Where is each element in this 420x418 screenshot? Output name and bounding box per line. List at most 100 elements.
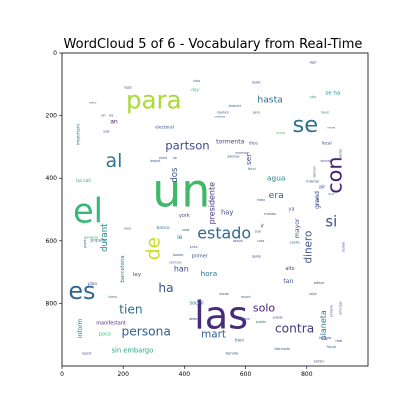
chart-title: WordCloud 5 of 6 - Vocabulary from Real-… <box>64 37 363 52</box>
word: le <box>177 234 183 241</box>
word: local <box>322 140 332 146</box>
word: digit <box>310 60 318 64</box>
word: plane <box>241 317 250 321</box>
word: air <box>319 185 326 191</box>
word: interior <box>306 179 320 183</box>
word: ha <box>158 281 173 295</box>
word: twitter <box>314 359 325 363</box>
x-tick-label: 800 <box>301 371 313 378</box>
word: meses <box>264 212 276 216</box>
word: maduro <box>217 111 229 115</box>
word: pueblo <box>256 320 267 324</box>
word: familia <box>226 352 238 356</box>
word: costa <box>290 240 300 244</box>
y-tick-label: 200 <box>46 113 58 120</box>
word: inform <box>77 318 84 338</box>
word: era <box>269 190 284 201</box>
word: hasta <box>257 94 282 105</box>
word: grave <box>83 239 87 248</box>
word: el <box>73 192 103 231</box>
word: ir <box>261 224 265 230</box>
word: general <box>84 236 98 240</box>
word: report <box>82 352 92 356</box>
word: vista <box>193 79 200 83</box>
word: day <box>191 87 199 93</box>
word: se ha <box>325 91 340 97</box>
word: bien <box>235 338 245 344</box>
word: record <box>241 295 251 299</box>
word: sin <box>101 114 105 118</box>
word: important <box>75 124 81 145</box>
word: plan <box>88 281 98 287</box>
word: ya <box>289 207 295 213</box>
word: cual <box>255 229 261 233</box>
word: ciudad <box>342 242 346 252</box>
word: poco <box>99 332 111 338</box>
word: primero <box>329 305 333 317</box>
word: cosa <box>257 239 264 243</box>
word: hay <box>221 209 233 217</box>
word: real <box>335 339 342 343</box>
plot-area <box>62 53 368 366</box>
x-tick-label: 400 <box>179 371 191 378</box>
word: dinero <box>302 231 314 264</box>
word: tormenta <box>216 139 245 146</box>
word: para <box>126 85 182 114</box>
word: lune <box>125 226 132 230</box>
word: manifestant <box>96 321 126 327</box>
word: fabricante <box>275 347 291 351</box>
word: se <box>292 112 318 138</box>
word: music <box>276 131 285 135</box>
word: ademas <box>227 154 240 158</box>
x-axis: 0 200 400 600 800 <box>60 366 313 378</box>
word: sin <box>173 156 177 160</box>
word: electoral <box>155 125 174 131</box>
word: han <box>174 265 189 274</box>
word: final <box>248 167 256 171</box>
word: sexual <box>233 239 243 243</box>
word: durant <box>100 223 110 252</box>
word: dice <box>249 140 258 146</box>
word: las <box>194 293 248 338</box>
word: york <box>179 213 190 219</box>
word: opinion <box>312 166 316 177</box>
word: usar <box>103 129 110 133</box>
word: fraude <box>316 195 320 205</box>
y-tick-label: 600 <box>46 238 58 245</box>
word: popular <box>91 237 108 243</box>
y-axis: 0 200 400 600 800 <box>46 50 62 307</box>
word: an <box>110 118 118 125</box>
word: pero <box>253 111 260 115</box>
word: mayor <box>294 218 301 238</box>
word: puede <box>273 316 283 320</box>
word: con <box>322 156 346 193</box>
word: es <box>68 277 95 305</box>
word: editor <box>314 281 325 285</box>
x-tick-label: 600 <box>240 371 252 378</box>
word: primer <box>192 254 209 260</box>
word: al <box>106 150 123 172</box>
word: llama <box>108 295 117 299</box>
word: barcelona <box>120 255 126 282</box>
word: sabe <box>182 228 189 232</box>
word: sector <box>339 148 343 158</box>
word: favor <box>321 111 330 115</box>
word: nuevo <box>89 102 97 105</box>
word: nacion <box>219 292 229 296</box>
word: mesa <box>257 198 265 202</box>
word: banco <box>157 225 170 231</box>
word: presidente <box>207 182 216 224</box>
word: solo <box>253 302 276 315</box>
word: mart <box>201 329 226 341</box>
word: estado <box>197 224 251 243</box>
word: via <box>109 114 114 118</box>
word: agua <box>267 174 285 183</box>
word: junto <box>189 245 198 249</box>
word: las call <box>76 178 91 184</box>
word: partson <box>165 138 209 152</box>
word: client <box>159 156 168 160</box>
word: ballet <box>252 81 261 85</box>
word: deben <box>189 317 199 321</box>
